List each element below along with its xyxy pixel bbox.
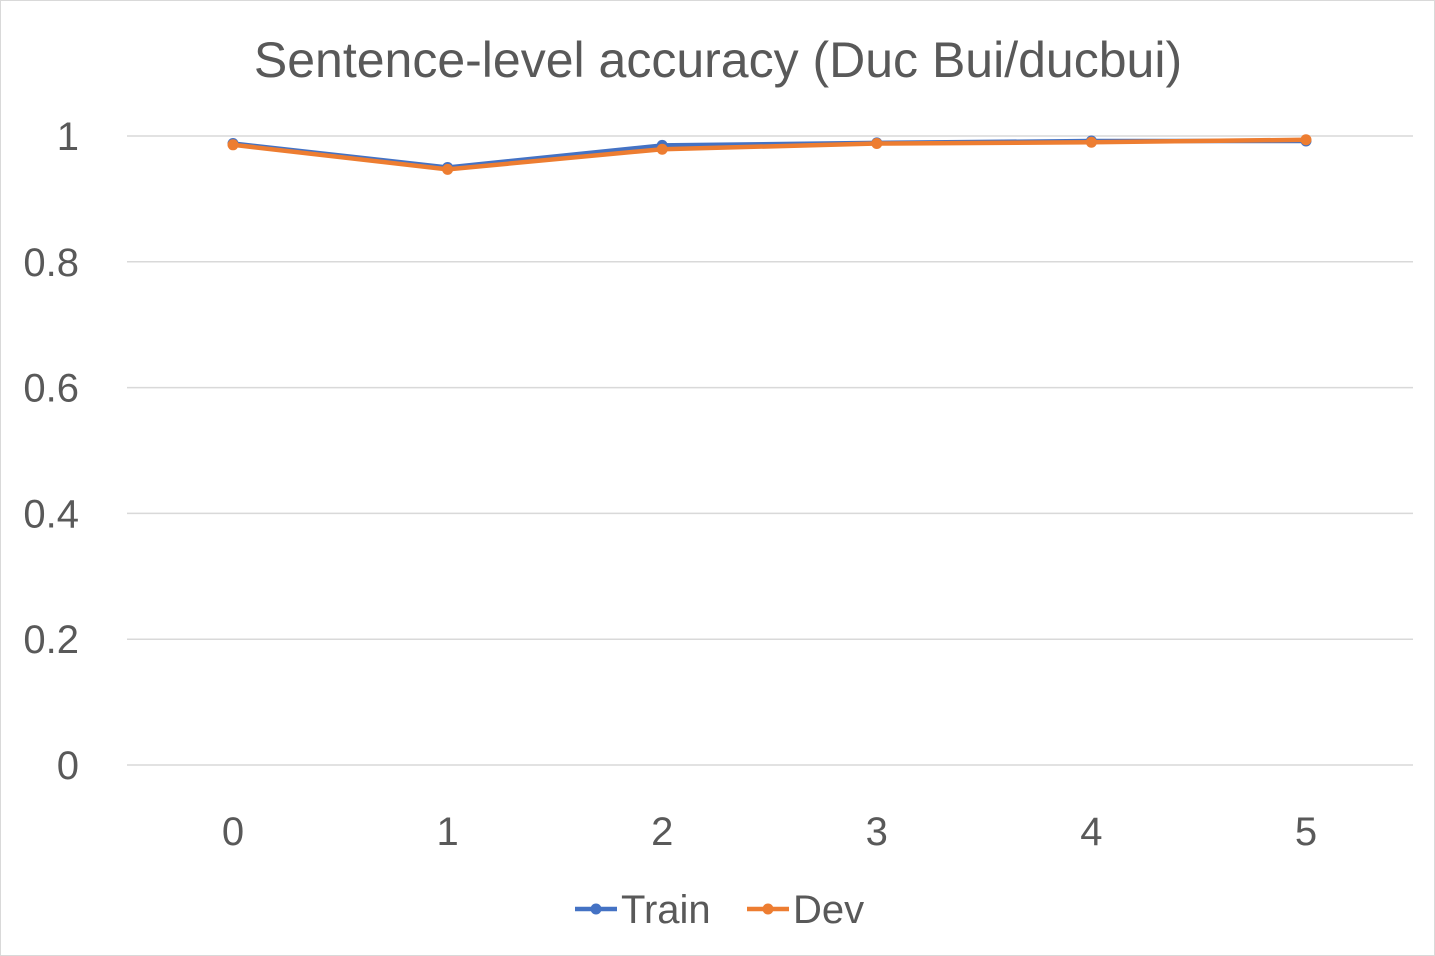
series-dev: [227, 134, 1312, 175]
x-tick-label: 2: [651, 810, 673, 854]
legend-item-dev: Dev: [747, 888, 864, 932]
y-tick-label: 0.8: [23, 241, 79, 285]
legend: Train Dev: [575, 888, 864, 932]
x-axis-tick-labels: 0 1 2 3 4 5: [222, 810, 1317, 854]
y-tick-label: 0.4: [23, 492, 79, 536]
series-line: [230, 137, 1309, 172]
data-point: [227, 139, 239, 151]
legend-marker: [590, 903, 602, 915]
y-tick-label: 1: [57, 115, 79, 159]
chart-title: Sentence-level accuracy (Duc Bui/ducbui): [254, 32, 1182, 88]
series-lines: [227, 134, 1312, 175]
x-tick-label: 4: [1080, 810, 1102, 854]
data-point: [1085, 136, 1097, 148]
data-point: [871, 138, 883, 150]
data-point: [1300, 134, 1312, 146]
y-tick-label: 0.6: [23, 367, 79, 411]
y-axis-tick-labels: 0 0.2 0.4 0.6 0.8 1: [23, 115, 79, 788]
data-point: [656, 143, 668, 155]
y-tick-label: 0: [57, 744, 79, 788]
x-tick-label: 1: [436, 810, 458, 854]
x-tick-label: 0: [222, 810, 244, 854]
data-point: [442, 163, 454, 175]
y-tick-label: 0.2: [23, 618, 79, 662]
legend-item-train: Train: [575, 888, 711, 932]
legend-label: Dev: [793, 888, 864, 932]
x-tick-label: 3: [866, 810, 888, 854]
x-tick-label: 5: [1295, 810, 1317, 854]
legend-label: Train: [621, 888, 711, 932]
legend-marker: [762, 903, 774, 915]
gridlines: [127, 135, 1413, 766]
